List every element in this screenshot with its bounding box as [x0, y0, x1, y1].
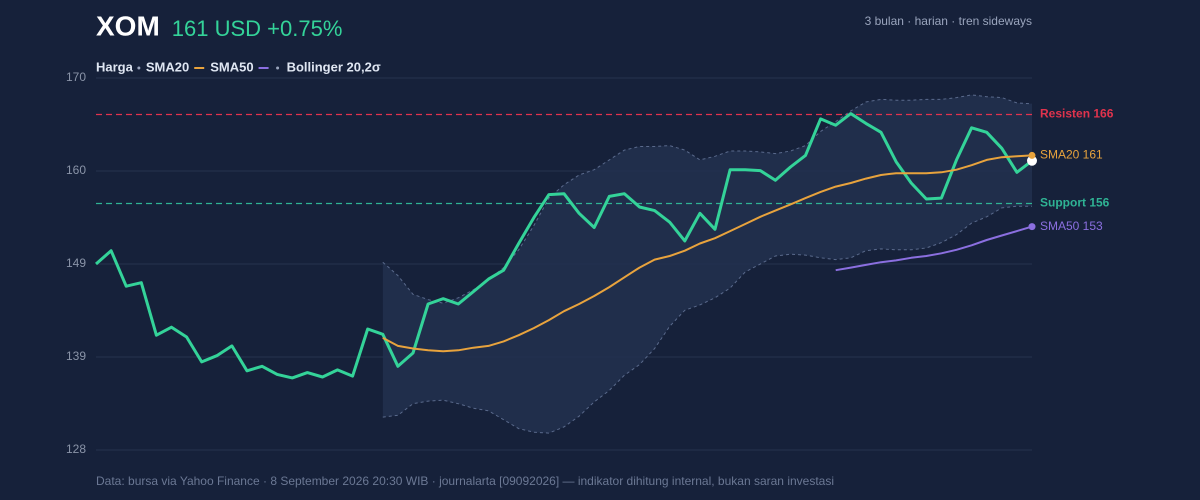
legend-label: SMA50	[210, 59, 253, 74]
series-line	[95, 112, 1033, 380]
level-label: Resisten 166	[1040, 107, 1114, 121]
end-label: SMA20 161	[1040, 148, 1103, 162]
legend-label: SMA20	[146, 59, 189, 74]
legend-separator	[276, 66, 280, 70]
y-tick-label: 139	[66, 349, 86, 363]
y-tick-label: 160	[66, 163, 86, 177]
band-line	[382, 205, 1032, 434]
series-line	[382, 154, 1033, 353]
legend-separator	[137, 66, 141, 70]
source: Data: bursa via Yahoo Finance · 8 Septem…	[96, 474, 834, 488]
legend-label: Harga	[96, 59, 134, 74]
end-label: SMA50 153	[1040, 219, 1103, 233]
end-marker	[1027, 155, 1037, 166]
end-marker	[1028, 223, 1036, 231]
series-line	[835, 225, 1033, 272]
legend-label: Bollinger 20,2σ	[287, 59, 381, 74]
band-fill	[382, 94, 1032, 434]
level-label: Support 156	[1040, 196, 1110, 210]
end-marker	[1028, 151, 1036, 159]
subtitle: 3 bulan · harian · tren sideways	[865, 14, 1032, 28]
y-tick-label: 128	[66, 442, 86, 456]
quote: 161 USD +0.75%	[172, 16, 343, 41]
y-tick-label: 149	[66, 256, 86, 270]
y-tick-label: 170	[66, 70, 86, 84]
ticker: XOM	[96, 10, 160, 41]
